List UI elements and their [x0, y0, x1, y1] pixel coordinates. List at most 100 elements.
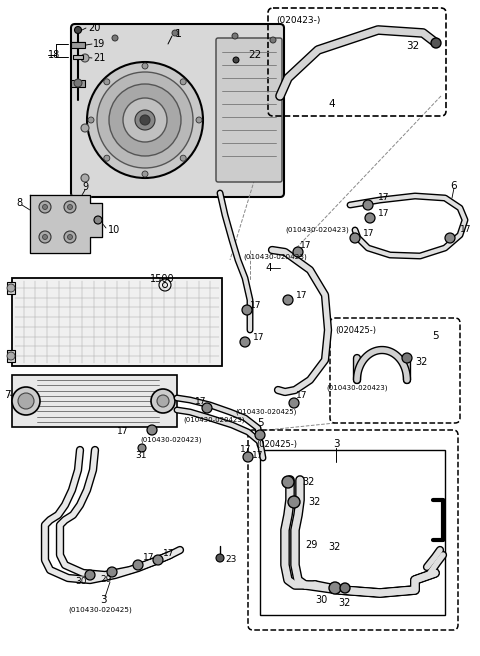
- Circle shape: [153, 555, 163, 565]
- Text: 3: 3: [100, 595, 107, 605]
- Text: 4: 4: [328, 99, 335, 109]
- Circle shape: [431, 38, 441, 48]
- Bar: [7, 282, 15, 294]
- Circle shape: [109, 84, 181, 156]
- FancyBboxPatch shape: [216, 38, 282, 182]
- Circle shape: [39, 201, 51, 213]
- Text: 32: 32: [308, 497, 320, 507]
- Text: (020425-): (020425-): [335, 325, 376, 335]
- Circle shape: [242, 305, 252, 315]
- Circle shape: [282, 476, 294, 488]
- Circle shape: [135, 110, 155, 130]
- Text: 17: 17: [296, 291, 308, 300]
- Bar: [260, 450, 445, 615]
- Text: 6: 6: [450, 181, 456, 191]
- Text: (010430-020425): (010430-020425): [68, 607, 132, 613]
- Bar: [7, 350, 15, 362]
- Text: 17: 17: [378, 209, 389, 218]
- Text: (010430-020425): (010430-020425): [235, 409, 296, 415]
- Circle shape: [74, 79, 82, 87]
- Circle shape: [74, 26, 82, 33]
- Polygon shape: [30, 195, 102, 253]
- Circle shape: [350, 233, 360, 243]
- Circle shape: [123, 98, 167, 142]
- Circle shape: [68, 234, 72, 239]
- Circle shape: [293, 247, 303, 257]
- Text: 17: 17: [163, 548, 175, 558]
- Circle shape: [7, 284, 15, 292]
- Bar: [12, 375, 177, 427]
- Text: 29: 29: [305, 539, 317, 550]
- Text: 30: 30: [75, 577, 86, 586]
- Circle shape: [43, 234, 48, 239]
- Text: 1: 1: [175, 29, 182, 39]
- Text: 17: 17: [378, 192, 389, 201]
- Circle shape: [104, 155, 110, 161]
- Circle shape: [233, 57, 239, 63]
- Circle shape: [445, 233, 455, 243]
- Text: 32: 32: [415, 357, 427, 367]
- Circle shape: [180, 79, 186, 85]
- Circle shape: [172, 30, 178, 36]
- Text: 17: 17: [117, 428, 129, 436]
- Text: 22: 22: [248, 50, 261, 60]
- Text: 5: 5: [432, 331, 439, 341]
- Circle shape: [240, 337, 250, 347]
- Text: (010430-020423): (010430-020423): [326, 385, 387, 391]
- FancyBboxPatch shape: [71, 24, 284, 197]
- Circle shape: [289, 398, 299, 408]
- Text: 3: 3: [333, 439, 340, 449]
- Circle shape: [142, 63, 148, 69]
- Circle shape: [157, 395, 169, 407]
- Circle shape: [64, 201, 76, 213]
- Text: (020425-): (020425-): [256, 440, 297, 449]
- Text: (010430-020423): (010430-020423): [183, 417, 244, 423]
- Circle shape: [232, 33, 238, 39]
- Circle shape: [68, 205, 72, 209]
- Circle shape: [340, 583, 350, 593]
- Circle shape: [87, 62, 203, 178]
- Circle shape: [202, 403, 212, 413]
- Text: 17: 17: [363, 228, 374, 237]
- Circle shape: [18, 393, 34, 409]
- Text: 17: 17: [460, 226, 471, 234]
- Circle shape: [283, 295, 293, 305]
- Text: 1500: 1500: [150, 274, 175, 284]
- Text: (010430-020423): (010430-020423): [140, 437, 202, 443]
- Circle shape: [85, 570, 95, 580]
- Text: 4: 4: [265, 263, 272, 273]
- Text: 31: 31: [135, 451, 146, 459]
- Text: (020423-): (020423-): [276, 16, 320, 24]
- Circle shape: [81, 124, 89, 132]
- Text: 17: 17: [252, 451, 264, 459]
- Circle shape: [147, 425, 157, 435]
- Circle shape: [97, 72, 193, 168]
- Text: 29: 29: [100, 575, 111, 584]
- Text: 32: 32: [328, 543, 340, 552]
- Circle shape: [196, 117, 202, 123]
- Circle shape: [140, 115, 150, 125]
- Circle shape: [180, 155, 186, 161]
- Circle shape: [88, 117, 94, 123]
- Circle shape: [255, 430, 265, 440]
- Circle shape: [142, 171, 148, 177]
- Circle shape: [81, 54, 89, 62]
- Text: 32: 32: [338, 598, 350, 608]
- Text: 7: 7: [4, 390, 11, 400]
- Bar: [73, 55, 83, 59]
- Text: 10: 10: [108, 225, 120, 235]
- Circle shape: [64, 231, 76, 243]
- Text: 17: 17: [240, 445, 252, 455]
- Circle shape: [12, 387, 40, 415]
- Circle shape: [329, 582, 341, 594]
- Circle shape: [216, 554, 224, 562]
- Circle shape: [94, 216, 102, 224]
- Text: 17: 17: [143, 554, 155, 562]
- Circle shape: [81, 174, 89, 182]
- Text: 19: 19: [93, 39, 105, 49]
- Text: (010430-020423): (010430-020423): [243, 254, 307, 260]
- Circle shape: [39, 231, 51, 243]
- Bar: [71, 80, 85, 87]
- Circle shape: [104, 79, 110, 85]
- Bar: [12, 278, 222, 366]
